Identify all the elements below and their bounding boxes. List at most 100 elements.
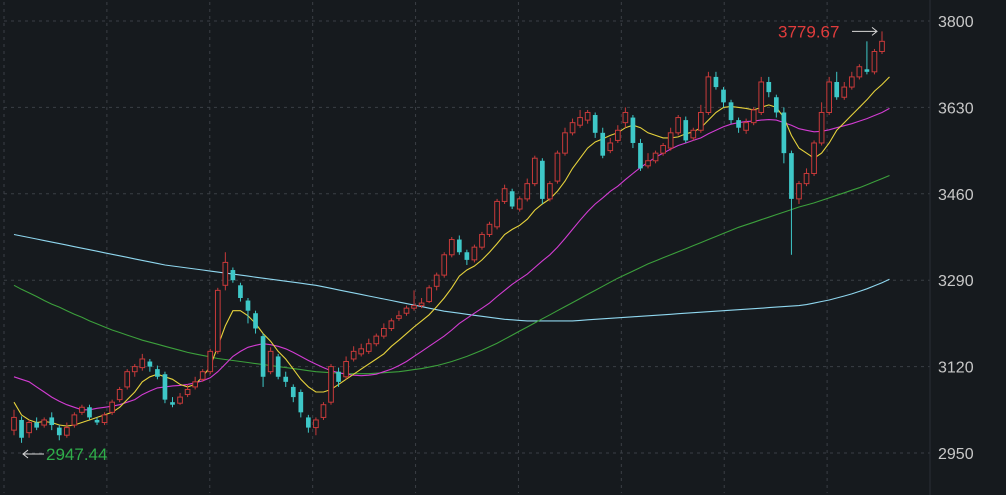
candle-body: [471, 246, 478, 261]
candle-body: [766, 81, 772, 93]
candle-body: [403, 307, 410, 314]
candle-body: [396, 315, 402, 319]
candle-body: [124, 371, 131, 388]
candle-down: [766, 76, 772, 98]
candle-body: [871, 50, 878, 73]
candle-body: [426, 287, 432, 303]
candle-up: [848, 71, 855, 90]
candle-up: [584, 109, 591, 124]
candle-body: [728, 102, 734, 121]
candle-body: [547, 183, 553, 200]
candle-up: [660, 142, 666, 156]
candle-down: [283, 371, 289, 387]
candle-up: [320, 402, 327, 420]
candle-up: [222, 252, 229, 291]
candle-up: [796, 181, 802, 204]
candle-up: [562, 127, 568, 156]
candle-up: [622, 107, 629, 128]
candle-body: [49, 417, 55, 426]
candle-body: [789, 153, 794, 199]
candle-up: [448, 237, 455, 258]
candle-up: [690, 127, 697, 141]
candle-body: [358, 348, 365, 355]
candle-body: [743, 122, 749, 131]
candle-down: [162, 371, 168, 404]
candle-body: [441, 254, 448, 276]
annotations: 3779.67 2947.44: [22, 22, 878, 464]
candle-up: [554, 150, 561, 184]
candle-body: [554, 152, 561, 182]
candle-body: [411, 305, 417, 309]
candle-body: [433, 274, 440, 287]
low-label: 2947.44: [46, 445, 107, 464]
y-tick-label: 3630: [938, 100, 974, 117]
candle-body: [675, 117, 682, 134]
candle-body: [456, 239, 462, 253]
candle-body: [834, 81, 840, 98]
candle-up: [501, 184, 508, 204]
candle-body: [343, 361, 349, 378]
candle-down: [238, 282, 243, 302]
y-axis: 2950 3120 3290 3460 3630 3800: [938, 14, 974, 463]
candle-body: [683, 120, 689, 141]
candle-body: [796, 183, 802, 200]
candle-body: [41, 419, 48, 426]
candle-body: [313, 419, 319, 429]
candle-up: [365, 338, 372, 354]
candle-down: [736, 117, 741, 133]
candles: [11, 31, 885, 443]
candle-body: [365, 343, 372, 352]
candle-up: [607, 137, 614, 154]
ma20-line: [13, 107, 890, 411]
candle-body: [199, 371, 206, 380]
candle-body: [479, 233, 485, 248]
candle-down: [230, 267, 236, 283]
candle-down: [600, 127, 606, 159]
candle-up: [486, 221, 493, 237]
candle-up: [743, 118, 749, 134]
candle-up: [373, 333, 380, 347]
candle-body: [418, 302, 425, 307]
candle-body: [71, 414, 78, 426]
candle-body: [705, 76, 712, 113]
candle-body: [147, 361, 153, 367]
candle-up: [547, 181, 553, 202]
candle-body: [238, 285, 243, 298]
candle-body: [516, 198, 523, 210]
candle-up: [811, 140, 817, 177]
candle-body: [87, 407, 92, 418]
y-tick-label: 3460: [938, 187, 974, 204]
candle-body: [155, 369, 160, 377]
candle-body: [388, 320, 395, 329]
candle-body: [184, 388, 191, 396]
y-tick-label: 3800: [938, 14, 974, 31]
candle-body: [848, 76, 855, 88]
candle-down: [245, 297, 251, 324]
candle-down: [147, 358, 153, 372]
candle-body: [11, 416, 17, 431]
candle-down: [49, 412, 55, 431]
grid: [3, 0, 931, 495]
candle-body: [758, 81, 765, 113]
candle-body: [448, 239, 455, 256]
candle-up: [328, 364, 334, 405]
candle-up: [494, 198, 500, 230]
candle-body: [826, 81, 833, 113]
candle-body: [320, 404, 327, 418]
candle-up: [11, 409, 17, 436]
candle-body: [540, 160, 545, 199]
candle-body: [773, 97, 779, 113]
candle-body: [116, 388, 123, 401]
candle-up: [411, 290, 417, 311]
candle-body: [486, 223, 493, 235]
candle-up: [41, 417, 48, 428]
candle-up: [705, 71, 712, 116]
candle-up: [418, 297, 425, 309]
candle-up: [350, 346, 357, 362]
candle-body: [328, 366, 334, 403]
candle-up: [199, 369, 206, 382]
candle-down: [19, 416, 24, 443]
candle-up: [675, 115, 682, 136]
candle-up: [614, 125, 621, 143]
